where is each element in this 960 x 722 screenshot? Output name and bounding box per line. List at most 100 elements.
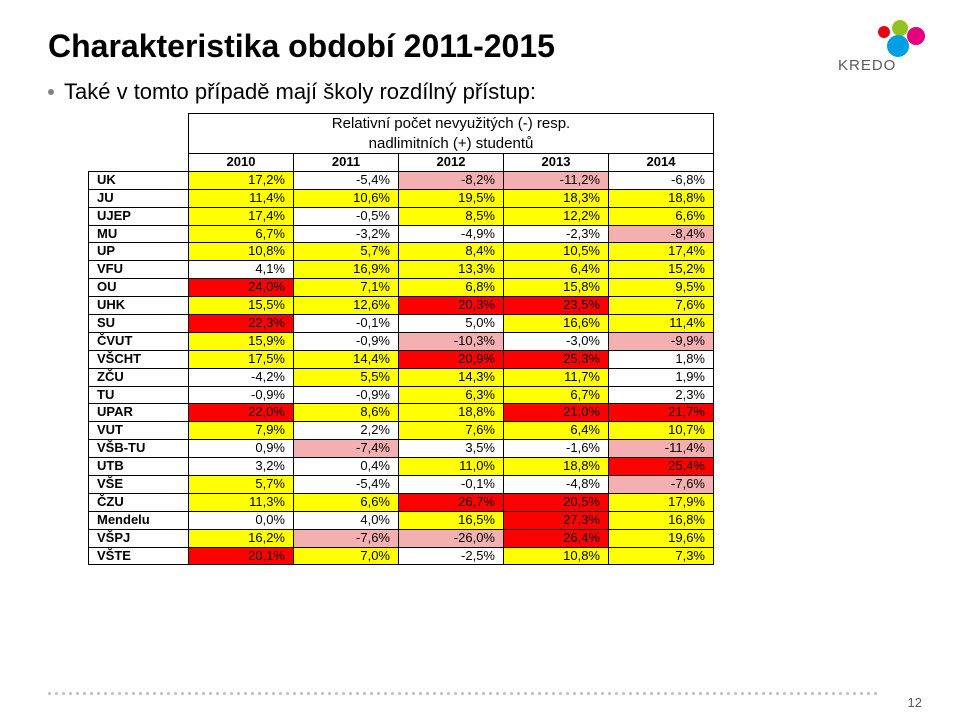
table-row: UK17,2%-5,4%-8,2%-11,2%-6,8%: [89, 171, 714, 189]
table-row: UTB3,2%0,4%11,0%18,8%25,4%: [89, 458, 714, 476]
table-row: VŠB-TU0,9%-7,4%3,5%-1,6%-11,4%: [89, 440, 714, 458]
table-row: ČZU11,3%6,6%26,7%20,5%17,9%: [89, 493, 714, 511]
data-cell: -7,6%: [609, 476, 714, 494]
data-cell: 6,8%: [399, 279, 504, 297]
data-cell: 19,5%: [399, 189, 504, 207]
data-cell: 6,6%: [294, 493, 399, 511]
data-cell: 8,5%: [399, 207, 504, 225]
data-cell: 0,9%: [189, 440, 294, 458]
table-row: VŠE5,7%-5,4%-0,1%-4,8%-7,6%: [89, 476, 714, 494]
data-cell: -3,2%: [294, 225, 399, 243]
data-cell: 3,2%: [189, 458, 294, 476]
data-cell: -9,9%: [609, 332, 714, 350]
year-header: 2013: [504, 154, 609, 172]
data-cell: 10,8%: [189, 243, 294, 261]
data-cell: -11,4%: [609, 440, 714, 458]
table-row: ZČU-4,2%5,5%14,3%11,7%1,9%: [89, 368, 714, 386]
table-row: VŠCHT17,5%14,4%20,9%25,3%1,8%: [89, 350, 714, 368]
table-header-blank: [89, 114, 189, 172]
row-label: UPAR: [89, 404, 189, 422]
table-row: VFU4,1%16,9%13,3%6,4%15,2%: [89, 261, 714, 279]
table-row: SU22,3%-0,1%5,0%16,6%11,4%: [89, 315, 714, 333]
dots-strip: [48, 692, 880, 698]
data-cell: 9,5%: [609, 279, 714, 297]
data-cell: 4,0%: [294, 511, 399, 529]
data-table: Relativní počet nevyužitých (-) resp. na…: [88, 113, 714, 565]
data-cell: 7,3%: [609, 547, 714, 565]
data-cell: -26,0%: [399, 529, 504, 547]
bullet-text: Také v tomto případě mají školy rozdílný…: [64, 79, 536, 105]
data-cell: 11,7%: [504, 368, 609, 386]
data-cell: 14,4%: [294, 350, 399, 368]
data-cell: 18,8%: [609, 189, 714, 207]
data-cell: 22,0%: [189, 404, 294, 422]
data-cell: -2,5%: [399, 547, 504, 565]
kredo-logo: KREDO: [766, 18, 926, 81]
data-cell: 5,7%: [294, 243, 399, 261]
data-cell: -4,8%: [504, 476, 609, 494]
year-header: 2012: [399, 154, 504, 172]
row-label: UTB: [89, 458, 189, 476]
data-cell: 16,5%: [399, 511, 504, 529]
row-label: ZČU: [89, 368, 189, 386]
data-cell: 0,0%: [189, 511, 294, 529]
data-cell: 16,8%: [609, 511, 714, 529]
data-cell: -1,6%: [504, 440, 609, 458]
data-cell: 7,6%: [399, 422, 504, 440]
year-header: 2010: [189, 154, 294, 172]
data-cell: 14,3%: [399, 368, 504, 386]
data-cell: 7,0%: [294, 547, 399, 565]
table-title-line2: nadlimitních (+) studentů: [189, 134, 714, 154]
row-label: UK: [89, 171, 189, 189]
data-cell: -0,9%: [294, 386, 399, 404]
data-cell: 15,2%: [609, 261, 714, 279]
data-cell: 16,9%: [294, 261, 399, 279]
row-label: MU: [89, 225, 189, 243]
data-cell: 6,7%: [504, 386, 609, 404]
data-cell: 11,4%: [189, 189, 294, 207]
table-row: ČVUT15,9%-0,9%-10,3%-3,0%-9,9%: [89, 332, 714, 350]
table-row: UHK15,5%12,6%20,3%23,5%7,6%: [89, 297, 714, 315]
data-cell: 11,4%: [609, 315, 714, 333]
row-label: VŠPJ: [89, 529, 189, 547]
slide: KREDO Charakteristika období 2011-2015 T…: [0, 0, 960, 722]
data-cell: 11,0%: [399, 458, 504, 476]
data-cell: 20,9%: [399, 350, 504, 368]
data-cell: 6,3%: [399, 386, 504, 404]
data-cell: 7,9%: [189, 422, 294, 440]
data-cell: 23,5%: [504, 297, 609, 315]
data-cell: -8,4%: [609, 225, 714, 243]
data-cell: 25,4%: [609, 458, 714, 476]
data-cell: 18,8%: [399, 404, 504, 422]
data-cell: 17,9%: [609, 493, 714, 511]
table-row: UPAR22,0%8,6%18,8%21,0%21,7%: [89, 404, 714, 422]
data-cell: 6,6%: [609, 207, 714, 225]
data-cell: 1,8%: [609, 350, 714, 368]
row-label: ČVUT: [89, 332, 189, 350]
data-cell: 7,6%: [609, 297, 714, 315]
data-cell: 7,1%: [294, 279, 399, 297]
table-row: UP10,8%5,7%8,4%10,5%17,4%: [89, 243, 714, 261]
data-cell: 6,4%: [504, 261, 609, 279]
data-cell: -4,2%: [189, 368, 294, 386]
row-label: VŠB-TU: [89, 440, 189, 458]
data-cell: 2,2%: [294, 422, 399, 440]
data-cell: -11,2%: [504, 171, 609, 189]
row-label: Mendelu: [89, 511, 189, 529]
data-cell: -7,4%: [294, 440, 399, 458]
data-cell: -4,9%: [399, 225, 504, 243]
data-cell: 0,4%: [294, 458, 399, 476]
data-cell: 11,3%: [189, 493, 294, 511]
row-label: VUT: [89, 422, 189, 440]
data-cell: 8,4%: [399, 243, 504, 261]
row-label: OU: [89, 279, 189, 297]
table-row: TU-0,9%-0,9%6,3%6,7%2,3%: [89, 386, 714, 404]
data-cell: 17,2%: [189, 171, 294, 189]
data-cell: 20,3%: [399, 297, 504, 315]
data-cell: 12,2%: [504, 207, 609, 225]
data-cell: 21,0%: [504, 404, 609, 422]
data-cell: 20,1%: [189, 547, 294, 565]
data-cell: 8,6%: [294, 404, 399, 422]
data-cell: 27,3%: [504, 511, 609, 529]
row-label: VŠCHT: [89, 350, 189, 368]
